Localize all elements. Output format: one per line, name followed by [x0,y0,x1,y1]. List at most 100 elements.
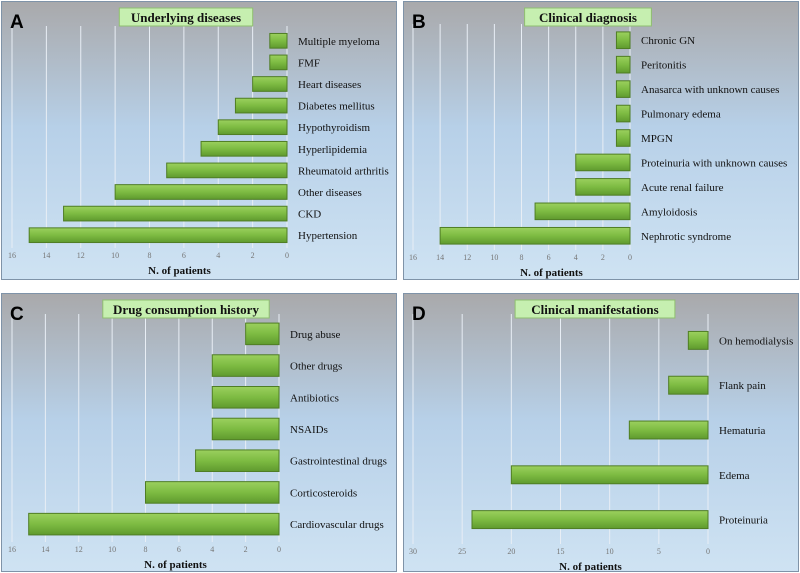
x-tick-label: 2 [251,251,255,260]
x-tick-label: 0 [628,253,632,262]
category-label: Hypothyroidism [298,122,371,134]
bar [615,104,631,123]
x-tick-label: 10 [490,253,498,262]
bar [628,420,709,440]
x-tick-label: 12 [77,251,85,260]
x-tick-label: 30 [409,547,417,556]
bar [114,184,288,200]
category-label: NSAIDs [290,424,328,436]
bar [534,202,631,221]
bar [211,417,280,441]
bar [269,54,288,71]
category-label: Acute renal failure [641,182,724,194]
bar [245,322,280,346]
x-tick-label: 6 [182,251,186,260]
x-tick-label: 10 [606,547,614,556]
x-tick-label: 10 [108,545,116,554]
x-tick-label: 12 [463,253,471,262]
category-label: Pulmonary edema [641,109,721,121]
x-tick-label: 4 [574,253,578,262]
chart-a: 16 14 12 10 8 6 4 2 0 Multiple myeloma FMF Heart di… [2,2,396,279]
panel-letter: D [412,304,426,325]
x-axis-label: N. of patients [144,559,207,571]
bar [145,481,280,504]
bar [615,129,631,147]
x-tick-label: 10 [111,251,119,260]
title-box [514,299,676,319]
x-tick-label: 6 [177,545,181,554]
panel-letter: B [412,12,426,33]
bar [217,119,288,136]
category-label: Proteinuria [719,515,768,527]
title-box [118,7,254,27]
bar [615,80,631,98]
x-tick-label: 2 [244,545,248,554]
panel-b: 16 14 12 10 8 6 4 2 0 Chronic GN Peritonitis Anasar… [403,1,799,280]
bar [510,465,709,485]
chart-c: 16 14 12 10 8 6 4 2 0 Drug abuse Other drugs Antibi… [2,294,396,571]
panel-a: 16 14 12 10 8 6 4 2 0 Multiple myeloma FMF Heart di… [1,1,397,280]
category-label: Gastrointestinal drugs [290,456,387,468]
category-label: Peritonitis [641,60,686,72]
chart-title: Drug consumption history [113,302,259,317]
x-tick-label: 0 [285,251,289,260]
bar [439,226,631,245]
bar [252,76,288,92]
x-axis-label: N. of patients [559,561,622,572]
x-axis-label: N. of patients [148,265,211,277]
chart-title: Underlying diseases [131,10,241,25]
title-box [524,7,652,27]
x-tick-label: 14 [41,545,49,554]
panel-letter: C [10,304,24,325]
bar [575,178,631,196]
x-tick-label: 4 [210,545,214,554]
x-tick-label: 12 [75,545,83,554]
bar [63,205,288,222]
bar [166,162,288,179]
category-label: Rheumatoid arthritis [298,165,389,177]
category-label: Edema [719,470,750,482]
category-label: Other drugs [290,361,342,373]
bar [28,512,280,536]
category-label: Heart diseases [298,79,361,91]
chart-title: Clinical manifestations [531,302,658,317]
category-label: Drug abuse [290,329,341,341]
x-tick-label: 8 [148,251,152,260]
bar [195,449,280,472]
x-tick-label: 8 [144,545,148,554]
category-label: Hypertension [298,230,358,242]
x-tick-label: 14 [42,251,50,260]
category-label: Multiple myeloma [298,36,380,48]
bar [200,140,288,157]
bar [269,32,288,49]
category-label: Other diseases [298,187,362,199]
x-tick-label: 0 [277,545,281,554]
category-label: Diabetes mellitus [298,101,375,113]
x-tick-label: 4 [216,251,220,260]
panel-d: 30 25 20 15 10 5 0 On hemodialysis Flank pain Hem… [403,293,799,572]
category-label: Chronic GN [641,35,695,47]
x-tick-label: 14 [436,253,444,262]
bar [234,97,288,114]
bar [668,375,709,395]
category-label: CKD [298,209,321,221]
panel-letter: A [10,12,24,33]
category-label: Hyperlipidemia [298,144,367,156]
bar [211,354,280,377]
bar [615,31,631,50]
x-tick-label: 16 [8,545,16,554]
bar [28,227,288,244]
chart-title: Clinical diagnosis [539,10,637,25]
x-tick-label: 16 [8,251,16,260]
category-label: Amyloidosis [641,206,697,218]
x-tick-label: 5 [657,547,661,556]
category-label: On hemodialysis [719,335,793,347]
bar [211,386,280,409]
category-label: Hematuria [719,425,766,437]
panel-c: 16 14 12 10 8 6 4 2 0 Drug abuse Other drugs Antibi… [1,293,397,572]
x-tick-label: 16 [409,253,417,262]
x-tick-label: 15 [557,547,565,556]
bar [615,55,631,74]
x-axis-label: N. of patients [520,267,583,279]
x-tick-label: 2 [601,253,605,262]
